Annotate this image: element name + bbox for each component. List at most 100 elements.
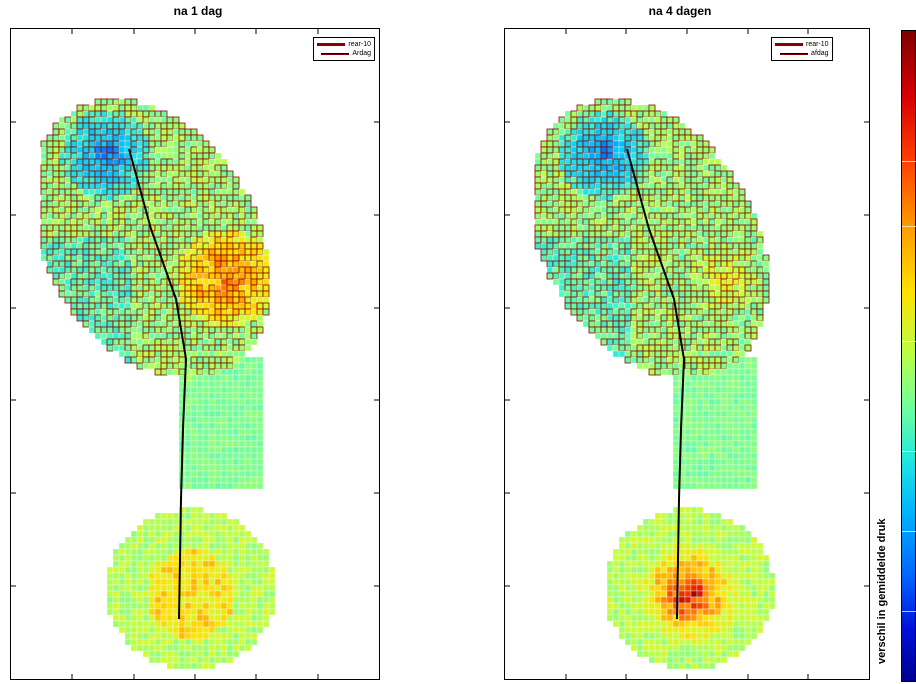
heatmap-cell: [178, 236, 186, 244]
heatmap-cell: [690, 386, 698, 394]
heatmap-cell: [124, 266, 132, 274]
heatmap-cell: [618, 242, 626, 250]
heatmap-cell: [154, 602, 162, 610]
heatmap-cell: [714, 638, 722, 646]
heatmap-cell: [624, 116, 632, 124]
heatmap-cell: [642, 320, 650, 328]
heatmap-cell: [648, 644, 656, 652]
heatmap-cell: [220, 440, 228, 448]
heatmap-cell: [256, 362, 264, 370]
heatmap-cell: [160, 188, 168, 196]
heatmap-cell: [154, 296, 162, 304]
heatmap-cell: [600, 194, 608, 202]
heatmap-cell: [142, 344, 150, 352]
heatmap-cell: [612, 572, 620, 580]
heatmap-cell: [214, 536, 222, 544]
heatmap-cell: [726, 242, 734, 250]
heatmap-cell: [732, 212, 740, 220]
heatmap-cell: [166, 572, 174, 580]
heatmap-cell: [690, 530, 698, 538]
heatmap-cell: [642, 170, 650, 178]
heatmap-cell: [666, 314, 674, 322]
heatmap-cell: [702, 578, 710, 586]
heatmap-cell: [226, 188, 234, 196]
heatmap-cell: [136, 206, 144, 214]
heatmap-cell: [190, 662, 198, 670]
heatmap-cell: [708, 620, 716, 628]
heatmap-cell: [630, 548, 638, 556]
heatmap-cell: [226, 566, 234, 574]
heatmap-cell: [160, 134, 168, 142]
heatmap-cell: [196, 374, 204, 382]
heatmap-cell: [720, 254, 728, 262]
heatmap-cell: [702, 512, 710, 520]
heatmap-cell: [630, 566, 638, 574]
heatmap-cell: [570, 140, 578, 148]
heatmap-cell: [118, 260, 126, 268]
heatmap-cell: [190, 386, 198, 394]
heatmap-cell: [702, 584, 710, 592]
heatmap-cell: [684, 230, 692, 238]
heatmap-cell: [678, 134, 686, 142]
heatmap-cell: [82, 272, 90, 280]
heatmap-cell: [642, 620, 650, 628]
heatmap-cell: [660, 248, 668, 256]
heatmap-cell: [190, 236, 198, 244]
heatmap-cell: [570, 254, 578, 262]
heatmap-cell: [600, 182, 608, 190]
heatmap-cell: [112, 140, 120, 148]
heatmap-cell: [196, 158, 204, 166]
heatmap-cell: [750, 446, 758, 454]
heatmap-cell: [142, 296, 150, 304]
heatmap-cell: [196, 536, 204, 544]
heatmap-cell: [250, 440, 258, 448]
heatmap-cell: [678, 506, 686, 514]
heatmap-cell: [202, 320, 210, 328]
heatmap-cell: [618, 188, 626, 196]
heatmap-cell: [720, 326, 728, 334]
heatmap-cell: [690, 296, 698, 304]
heatmap-cell: [642, 536, 650, 544]
heatmap-cell: [738, 404, 746, 412]
heatmap-cell: [654, 326, 662, 334]
heatmap-cell: [660, 656, 668, 664]
heatmap-cell: [208, 236, 216, 244]
heatmap-cell: [166, 140, 174, 148]
heatmap-cell: [154, 176, 162, 184]
heatmap-cell: [118, 572, 126, 580]
heatmap-cell: [112, 320, 120, 328]
heatmap-cell: [148, 566, 156, 574]
heatmap-cell: [720, 308, 728, 316]
heatmap-cell: [606, 182, 614, 190]
heatmap-cell: [624, 266, 632, 274]
heatmap-cell: [624, 248, 632, 256]
heatmap-cell: [88, 116, 96, 124]
heatmap-cell: [184, 596, 192, 604]
heatmap-cell: [148, 632, 156, 640]
heatmap-cell: [232, 356, 240, 364]
heatmap-cell: [696, 146, 704, 154]
heatmap-cell: [678, 554, 686, 562]
heatmap-cell: [642, 260, 650, 268]
heatmap-cell: [232, 392, 240, 400]
heatmap-cell: [76, 290, 84, 298]
heatmap-cell: [690, 548, 698, 556]
heatmap-cell: [684, 182, 692, 190]
heatmap-cell: [166, 632, 174, 640]
heatmap-cell: [88, 188, 96, 196]
heatmap-cell: [552, 254, 560, 262]
heatmap-cell: [250, 284, 258, 292]
heatmap-cell: [564, 278, 572, 286]
heatmap-cell: [100, 98, 108, 106]
heatmap-cell: [196, 176, 204, 184]
heatmap-cell: [142, 248, 150, 256]
heatmap-cell: [166, 254, 174, 262]
heatmap-cell: [256, 608, 264, 616]
heatmap-cell: [232, 650, 240, 658]
heatmap-cell: [606, 230, 614, 238]
heatmap-cell: [232, 368, 240, 376]
heatmap-cell: [226, 314, 234, 322]
heatmap-cell: [244, 452, 252, 460]
heatmap-cell: [738, 608, 746, 616]
heatmap-cell: [606, 188, 614, 196]
